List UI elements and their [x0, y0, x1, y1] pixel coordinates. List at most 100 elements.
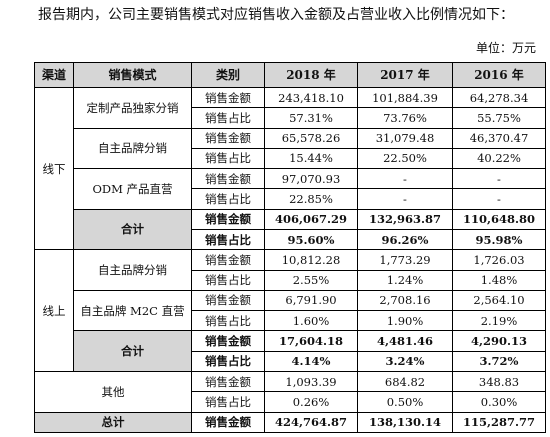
value-2016: 1.48%: [452, 269, 546, 291]
category-cell: 销售金额: [191, 168, 265, 190]
channel-online: 线上: [34, 249, 74, 372]
value-2018: 10,812.28: [264, 249, 358, 271]
header-2018: 2018 年: [264, 62, 358, 88]
value-2016: 115,287.77: [452, 411, 546, 433]
value-2017: 31,079.48: [357, 127, 453, 149]
value-2016: 1,726.03: [452, 249, 546, 271]
value-2017: 684.82: [357, 370, 453, 393]
table-row: 销售占比 2.55% 1.24% 1.48%: [35, 269, 546, 291]
value-2017: -: [357, 188, 453, 210]
category-cell: 销售金额: [191, 208, 265, 230]
value-2016: -: [452, 188, 546, 210]
category-cell: 销售金额: [191, 411, 265, 433]
value-2016: 95.98%: [452, 228, 546, 251]
value-2018: 4.14%: [264, 350, 358, 372]
value-2017: 1,773.29: [357, 249, 453, 271]
value-2016: 64,278.34: [452, 86, 546, 109]
value-2018: 1,093.39: [264, 370, 358, 393]
value-2017: -: [357, 168, 453, 190]
table-row: 销售占比 22.85% - -: [35, 188, 546, 210]
table-row-total: 总计 销售金额 424,764.87 138,130.14 115,287.77: [34, 411, 546, 433]
category-cell: 销售金额: [191, 86, 265, 109]
value-2018: 0.26%: [264, 391, 358, 413]
value-2017: 1.24%: [357, 269, 453, 291]
value-2016: 348.83: [452, 370, 546, 393]
table-row: 线下 定制产品独家分销 销售金额 243,418.10 101,884.39 6…: [34, 86, 546, 251]
unit-label: 单位：万元: [475, 41, 536, 55]
value-2018: 22.85%: [264, 188, 358, 210]
value-2018: 424,764.87: [264, 411, 358, 433]
sales-mode-table: 渠道 销售模式 类别 2018 年 2017 年 2016 年 线下 定制产品独…: [34, 62, 546, 433]
category-cell: 销售占比: [191, 269, 265, 291]
mode-odm: ODM 产品直营: [73, 168, 192, 210]
value-2016: 4,290.13: [452, 330, 546, 352]
category-cell: 销售占比: [191, 107, 265, 129]
value-2017: 96.26%: [357, 228, 453, 251]
value-2017: 1.90%: [357, 310, 453, 332]
category-cell: 销售占比: [191, 228, 265, 251]
value-2016: 110,648.80: [452, 208, 546, 230]
table-row: 自主品牌分销 销售金额 65,578.26 31,079.48 46,370.4…: [35, 127, 546, 170]
mode-own-brand-online: 自主品牌分销: [73, 249, 192, 291]
value-2016: 0.30%: [452, 391, 546, 413]
value-2018: 97,070.93: [264, 168, 358, 190]
value-2016: 2.19%: [452, 310, 546, 332]
value-2018: 95.60%: [264, 228, 358, 251]
category-cell: 销售占比: [191, 350, 265, 372]
table-row-subtotal: 合计 销售金额 17,604.18 4,481.46 4,290.13: [35, 330, 546, 372]
header-category: 类别: [191, 62, 265, 88]
category-cell: 销售占比: [191, 391, 265, 413]
value-2017: 3.24%: [357, 350, 453, 372]
value-2017: 101,884.39: [357, 86, 453, 109]
value-2018: 243,418.10: [264, 86, 358, 109]
mode-subtotal-online: 合计: [73, 330, 192, 372]
table-row: 销售占比 1.60% 1.90% 2.19%: [35, 310, 546, 332]
category-cell: 销售金额: [191, 330, 265, 352]
table-row: ODM 产品直营 销售金额 97,070.93 - -: [35, 168, 546, 210]
value-2017: 132,963.87: [357, 208, 453, 230]
table-header-row: 渠道 销售模式 类别 2018 年 2017 年 2016 年: [34, 62, 546, 88]
value-2018: 2.55%: [264, 269, 358, 291]
header-channel: 渠道: [34, 62, 74, 88]
value-2018: 17,604.18: [264, 330, 358, 352]
value-2017: 73.76%: [357, 107, 453, 129]
value-2017: 0.50%: [357, 391, 453, 413]
value-2016: -: [452, 168, 546, 190]
category-cell: 销售金额: [191, 289, 265, 312]
value-2018: 65,578.26: [264, 127, 358, 149]
value-2018: 406,067.29: [264, 208, 358, 230]
value-2017: 138,130.14: [357, 411, 453, 433]
table-row: 销售占比 0.26% 0.50% 0.30%: [35, 391, 546, 413]
category-cell: 销售占比: [191, 147, 265, 170]
value-2016: 55.75%: [452, 107, 546, 129]
value-2017: 2,708.16: [357, 289, 453, 312]
mode-subtotal: 合计: [73, 208, 192, 251]
channel-offline: 线下: [34, 86, 74, 251]
table-row-subtotal: 合计 销售金额 406,067.29 132,963.87 110,648.80: [35, 208, 546, 251]
value-2016: 40.22%: [452, 147, 546, 170]
header-mode: 销售模式: [73, 62, 192, 88]
value-2017: 4,481.46: [357, 330, 453, 352]
table-row: 其他 销售金额 1,093.39 684.82 348.83: [34, 370, 546, 413]
value-2016: 3.72%: [452, 350, 546, 372]
category-cell: 销售占比: [191, 310, 265, 332]
value-2018: 57.31%: [264, 107, 358, 129]
table-row: 自主品牌 M2C 直营 销售金额 6,791.90 2,708.16 2,564…: [35, 289, 546, 332]
header-2016: 2016 年: [452, 62, 546, 88]
mode-other: 其他: [34, 370, 192, 413]
mode-own-brand: 自主品牌分销: [73, 127, 192, 170]
table-row: 线上 自主品牌分销 销售金额 10,812.28 1,773.29 1,726.…: [34, 249, 546, 372]
mode-total: 总计: [34, 411, 192, 433]
category-cell: 销售金额: [191, 249, 265, 271]
intro-text: 报告期内，公司主要销售模式对应销售收入金额及占营业收入比例情况如下：: [38, 7, 514, 23]
header-2017: 2017 年: [357, 62, 453, 88]
value-2018: 1.60%: [264, 310, 358, 332]
category-cell: 销售占比: [191, 188, 265, 210]
category-cell: 销售金额: [191, 127, 265, 149]
value-2018: 6,791.90: [264, 289, 358, 312]
value-2017: 22.50%: [357, 147, 453, 170]
mode-m2c: 自主品牌 M2C 直营: [73, 289, 192, 332]
category-cell: 销售金额: [191, 370, 265, 393]
mode-custom: 定制产品独家分销: [73, 87, 192, 129]
value-2016: 46,370.47: [452, 127, 546, 149]
